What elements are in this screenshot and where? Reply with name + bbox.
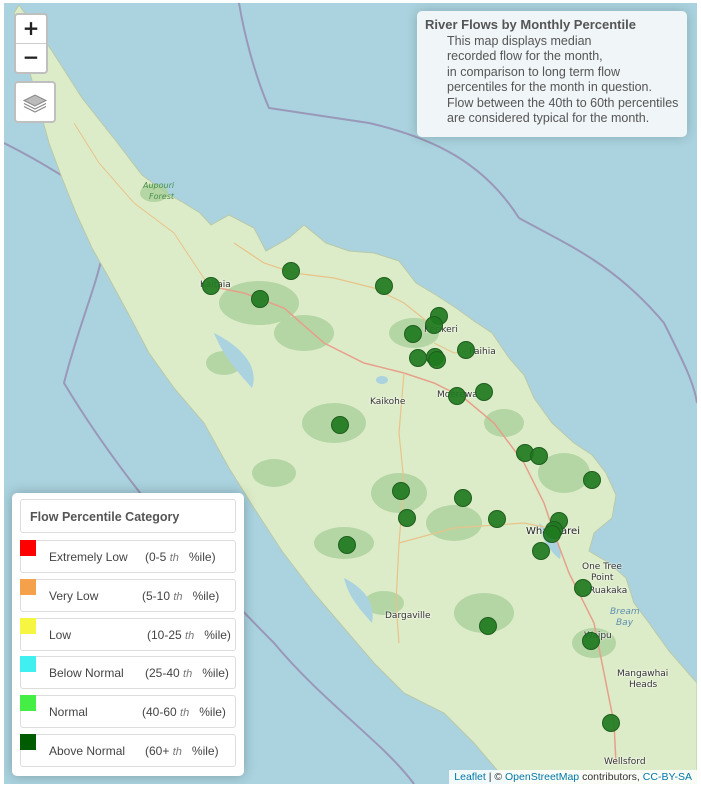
legend-item-range: (0-5 th %ile) [145,550,216,564]
site-marker[interactable] [602,714,620,732]
place-heads: Heads [629,680,658,690]
place-aupouri: Aupouri [143,181,175,190]
legend-item-range: (10-25 th %ile) [147,628,231,642]
site-marker[interactable] [532,542,550,560]
info-line: recorded flow for the month, [447,49,603,63]
legend-swatch [20,734,36,750]
site-marker[interactable] [338,536,356,554]
legend-panel: Flow Percentile Category Extremely Low (… [12,493,244,776]
zoom-out-button[interactable]: − [22,45,40,69]
land [13,4,697,784]
legend-item-label: Below Normal [49,666,124,680]
map-view[interactable]: Aupouri Forest Kaitaia Kerikeri Paihia K… [4,3,697,784]
info-description: This map displays median recorded flow f… [425,34,679,127]
zoom-control: + − [14,13,48,74]
legend-swatch [20,656,36,672]
legend-item-above-normal: Above Normal (60+ th %ile) [20,734,236,767]
leaflet-link[interactable]: Leaflet [454,771,486,783]
legend-item-range: (60+ th %ile) [145,744,219,758]
place-mangawhai: Mangawhai [617,669,669,679]
site-marker[interactable] [282,262,300,280]
legend-item-label: Very Low [49,589,99,603]
site-marker[interactable] [574,579,592,597]
site-marker[interactable] [448,387,466,405]
legend-item-normal: Normal (40-60 th %ile) [20,695,236,728]
place-bream: Bream [610,607,640,617]
layers-button[interactable] [14,81,56,123]
site-marker[interactable] [404,325,422,343]
site-markers-layer [202,262,620,732]
legend-item-range: (5-10 th %ile) [142,589,220,603]
place-bay: Bay [616,618,634,628]
info-line: in comparison to long term flow [447,64,620,79]
place-kaikohe: Kaikohe [370,397,406,407]
place-forest: Forest [149,192,175,201]
site-marker[interactable] [488,510,506,528]
legend-swatch [20,618,36,634]
legend-title: Flow Percentile Category [20,499,236,533]
site-marker[interactable] [543,525,561,543]
osm-link[interactable]: OpenStreetMap [505,771,580,783]
site-marker[interactable] [425,316,443,334]
legend-swatch [20,579,36,595]
site-marker[interactable] [251,290,269,308]
site-marker[interactable] [582,632,600,650]
legend-swatch [20,695,36,711]
place-point: Point [591,573,614,583]
site-marker[interactable] [454,489,472,507]
place-wellsford: Wellsford [604,757,646,767]
site-marker[interactable] [428,351,446,369]
info-line: Flow between the 40th to 60th percentile… [447,95,679,110]
info-line: are considered typical for the month. [447,111,650,125]
license-link[interactable]: CC-BY-SA [642,771,692,783]
legend-item-extremely-low: Extremely Low (0-5 th %ile) [20,540,236,573]
place-one-tree: One Tree [582,562,622,572]
place-ruakaka: Ruakaka [589,586,628,596]
legend-item-below-normal: Below Normal (25-40 th %ile) [20,656,236,689]
info-panel: River Flows by Monthly Percentile This m… [417,11,687,137]
site-marker[interactable] [479,617,497,635]
map-attribution: Leaflet | © OpenStreetMap contributors, … [449,770,697,784]
site-marker[interactable] [475,383,493,401]
site-marker[interactable] [331,416,349,434]
site-marker[interactable] [202,277,220,295]
info-title: River Flows by Monthly Percentile [425,17,636,32]
site-marker[interactable] [375,277,393,295]
legend-item-label: Normal [49,705,88,719]
site-marker[interactable] [392,482,410,500]
site-marker[interactable] [398,509,416,527]
info-line: percentiles for the month in question. [447,80,652,94]
layers-icon [22,94,48,113]
place-dargaville: Dargaville [385,611,431,621]
zoom-in-button[interactable]: + [16,15,46,44]
legend-item-label: Low [49,628,72,642]
legend-swatch [20,540,36,556]
site-marker[interactable] [583,471,601,489]
legend-item-low: Low (10-25 th %ile) [20,618,236,651]
legend-item-label: Extremely Low [49,550,128,564]
site-marker[interactable] [457,341,475,359]
site-marker[interactable] [409,349,427,367]
info-line: This map displays median [447,33,592,48]
legend-item-range: (25-40 th %ile) [145,666,229,680]
legend-item-label: Above Normal [49,744,126,758]
legend-item-very-low: Very Low (5-10 th %ile) [20,579,236,612]
site-marker[interactable] [530,447,548,465]
legend-item-range: (40-60 th %ile) [142,705,226,719]
place-paihia: Paihia [469,347,496,357]
